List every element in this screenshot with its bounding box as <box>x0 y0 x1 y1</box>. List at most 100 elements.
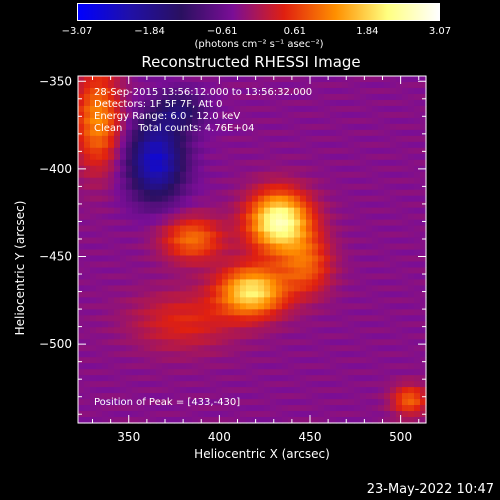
heatmap-cell <box>414 291 421 298</box>
heatmap-cell <box>90 201 97 209</box>
heatmap-cell <box>390 81 397 89</box>
heatmap-cell <box>312 99 319 107</box>
heatmap-cell <box>354 339 361 346</box>
heatmap-cell <box>300 267 307 275</box>
heatmap-cell <box>174 207 181 215</box>
heatmap-cell <box>324 87 331 95</box>
heatmap-cell <box>336 177 343 185</box>
heatmap-cell <box>336 249 343 257</box>
heatmap-cell <box>84 237 91 245</box>
heatmap-cell <box>324 345 331 352</box>
heatmap-cell <box>222 387 229 394</box>
heatmap-cell <box>384 231 391 239</box>
heatmap-cell <box>318 387 325 394</box>
heatmap-cell <box>228 147 235 155</box>
heatmap-cell <box>210 273 217 281</box>
heatmap-cell <box>216 129 223 137</box>
heatmap-cell <box>252 153 259 161</box>
heatmap-cell <box>408 333 415 340</box>
heatmap-cell <box>276 99 283 107</box>
heatmap-cell <box>390 99 397 107</box>
heatmap-cell <box>366 363 373 370</box>
heatmap-cell <box>96 201 103 209</box>
heatmap-cell <box>300 357 307 364</box>
heatmap-cell <box>192 93 199 101</box>
heatmap-cell <box>360 117 367 125</box>
heatmap-cell <box>120 405 127 412</box>
heatmap-cell <box>246 231 253 239</box>
heatmap-cell <box>408 291 415 298</box>
heatmap-cell <box>396 399 403 406</box>
heatmap-cell <box>228 357 235 364</box>
heatmap-cell <box>276 285 283 292</box>
heatmap-cell <box>378 375 385 382</box>
heatmap-cell <box>246 357 253 364</box>
heatmap-cell <box>126 345 133 352</box>
heatmap-cell <box>174 153 181 161</box>
heatmap-cell <box>258 315 265 322</box>
heatmap-cell <box>150 345 157 352</box>
heatmap-cell <box>384 117 391 125</box>
heatmap-cell <box>90 345 97 352</box>
heatmap-cell <box>414 381 421 388</box>
heatmap-cell <box>288 369 295 376</box>
heatmap-cell <box>402 285 409 292</box>
heatmap-cell <box>414 201 421 209</box>
heatmap-cell <box>222 225 229 233</box>
heatmap-cell <box>240 249 247 257</box>
heatmap-cell <box>258 243 265 251</box>
heatmap-cell <box>324 141 331 149</box>
heatmap-cell <box>324 291 331 298</box>
heatmap-cell <box>102 381 109 388</box>
heatmap-cell <box>246 93 253 101</box>
heatmap-cell <box>186 357 193 364</box>
heatmap-cell <box>174 135 181 143</box>
heatmap-cell <box>246 99 253 107</box>
heatmap-cell <box>390 303 397 310</box>
heatmap-cell <box>378 381 385 388</box>
heatmap-cell <box>306 261 313 269</box>
heatmap-cell <box>264 393 271 400</box>
heatmap-cell <box>246 159 253 167</box>
heatmap-cell <box>162 285 169 292</box>
heatmap-cell <box>342 369 349 376</box>
heatmap-cell <box>336 159 343 167</box>
heatmap-cell <box>264 303 271 310</box>
heatmap-cell <box>306 321 313 328</box>
heatmap-cell <box>276 129 283 137</box>
heatmap-cell <box>408 285 415 292</box>
heatmap-cell <box>264 237 271 245</box>
heatmap-cell <box>360 195 367 203</box>
heatmap-cell <box>264 387 271 394</box>
heatmap-cell <box>234 381 241 388</box>
heatmap-cell <box>390 387 397 394</box>
heatmap-cell <box>372 93 379 101</box>
heatmap-cell <box>192 76 199 83</box>
heatmap-cell <box>390 165 397 173</box>
heatmap-cell <box>84 267 91 275</box>
heatmap-cell <box>312 129 319 137</box>
heatmap-cell <box>252 147 259 155</box>
heatmap-cell <box>288 399 295 406</box>
heatmap-cell <box>306 309 313 316</box>
heatmap-cell <box>372 165 379 173</box>
heatmap-cell <box>264 279 271 286</box>
heatmap-cell <box>372 399 379 406</box>
heatmap-cell <box>78 159 85 167</box>
heatmap-cell <box>420 135 427 143</box>
heatmap-cell <box>354 369 361 376</box>
heatmap-cell <box>336 375 343 382</box>
heatmap-cell <box>90 219 97 227</box>
heatmap-cell <box>396 231 403 239</box>
heatmap-cell <box>162 393 169 400</box>
heatmap-cell <box>204 387 211 394</box>
heatmap-cell <box>84 159 91 167</box>
heatmap-cell <box>234 153 241 161</box>
heatmap-cell <box>372 201 379 209</box>
heatmap-cell <box>186 81 193 89</box>
heatmap-cell <box>204 93 211 101</box>
heatmap-cell <box>144 159 151 167</box>
heatmap-cell <box>180 351 187 358</box>
heatmap-cell <box>102 219 109 227</box>
heatmap-cell <box>168 249 175 257</box>
